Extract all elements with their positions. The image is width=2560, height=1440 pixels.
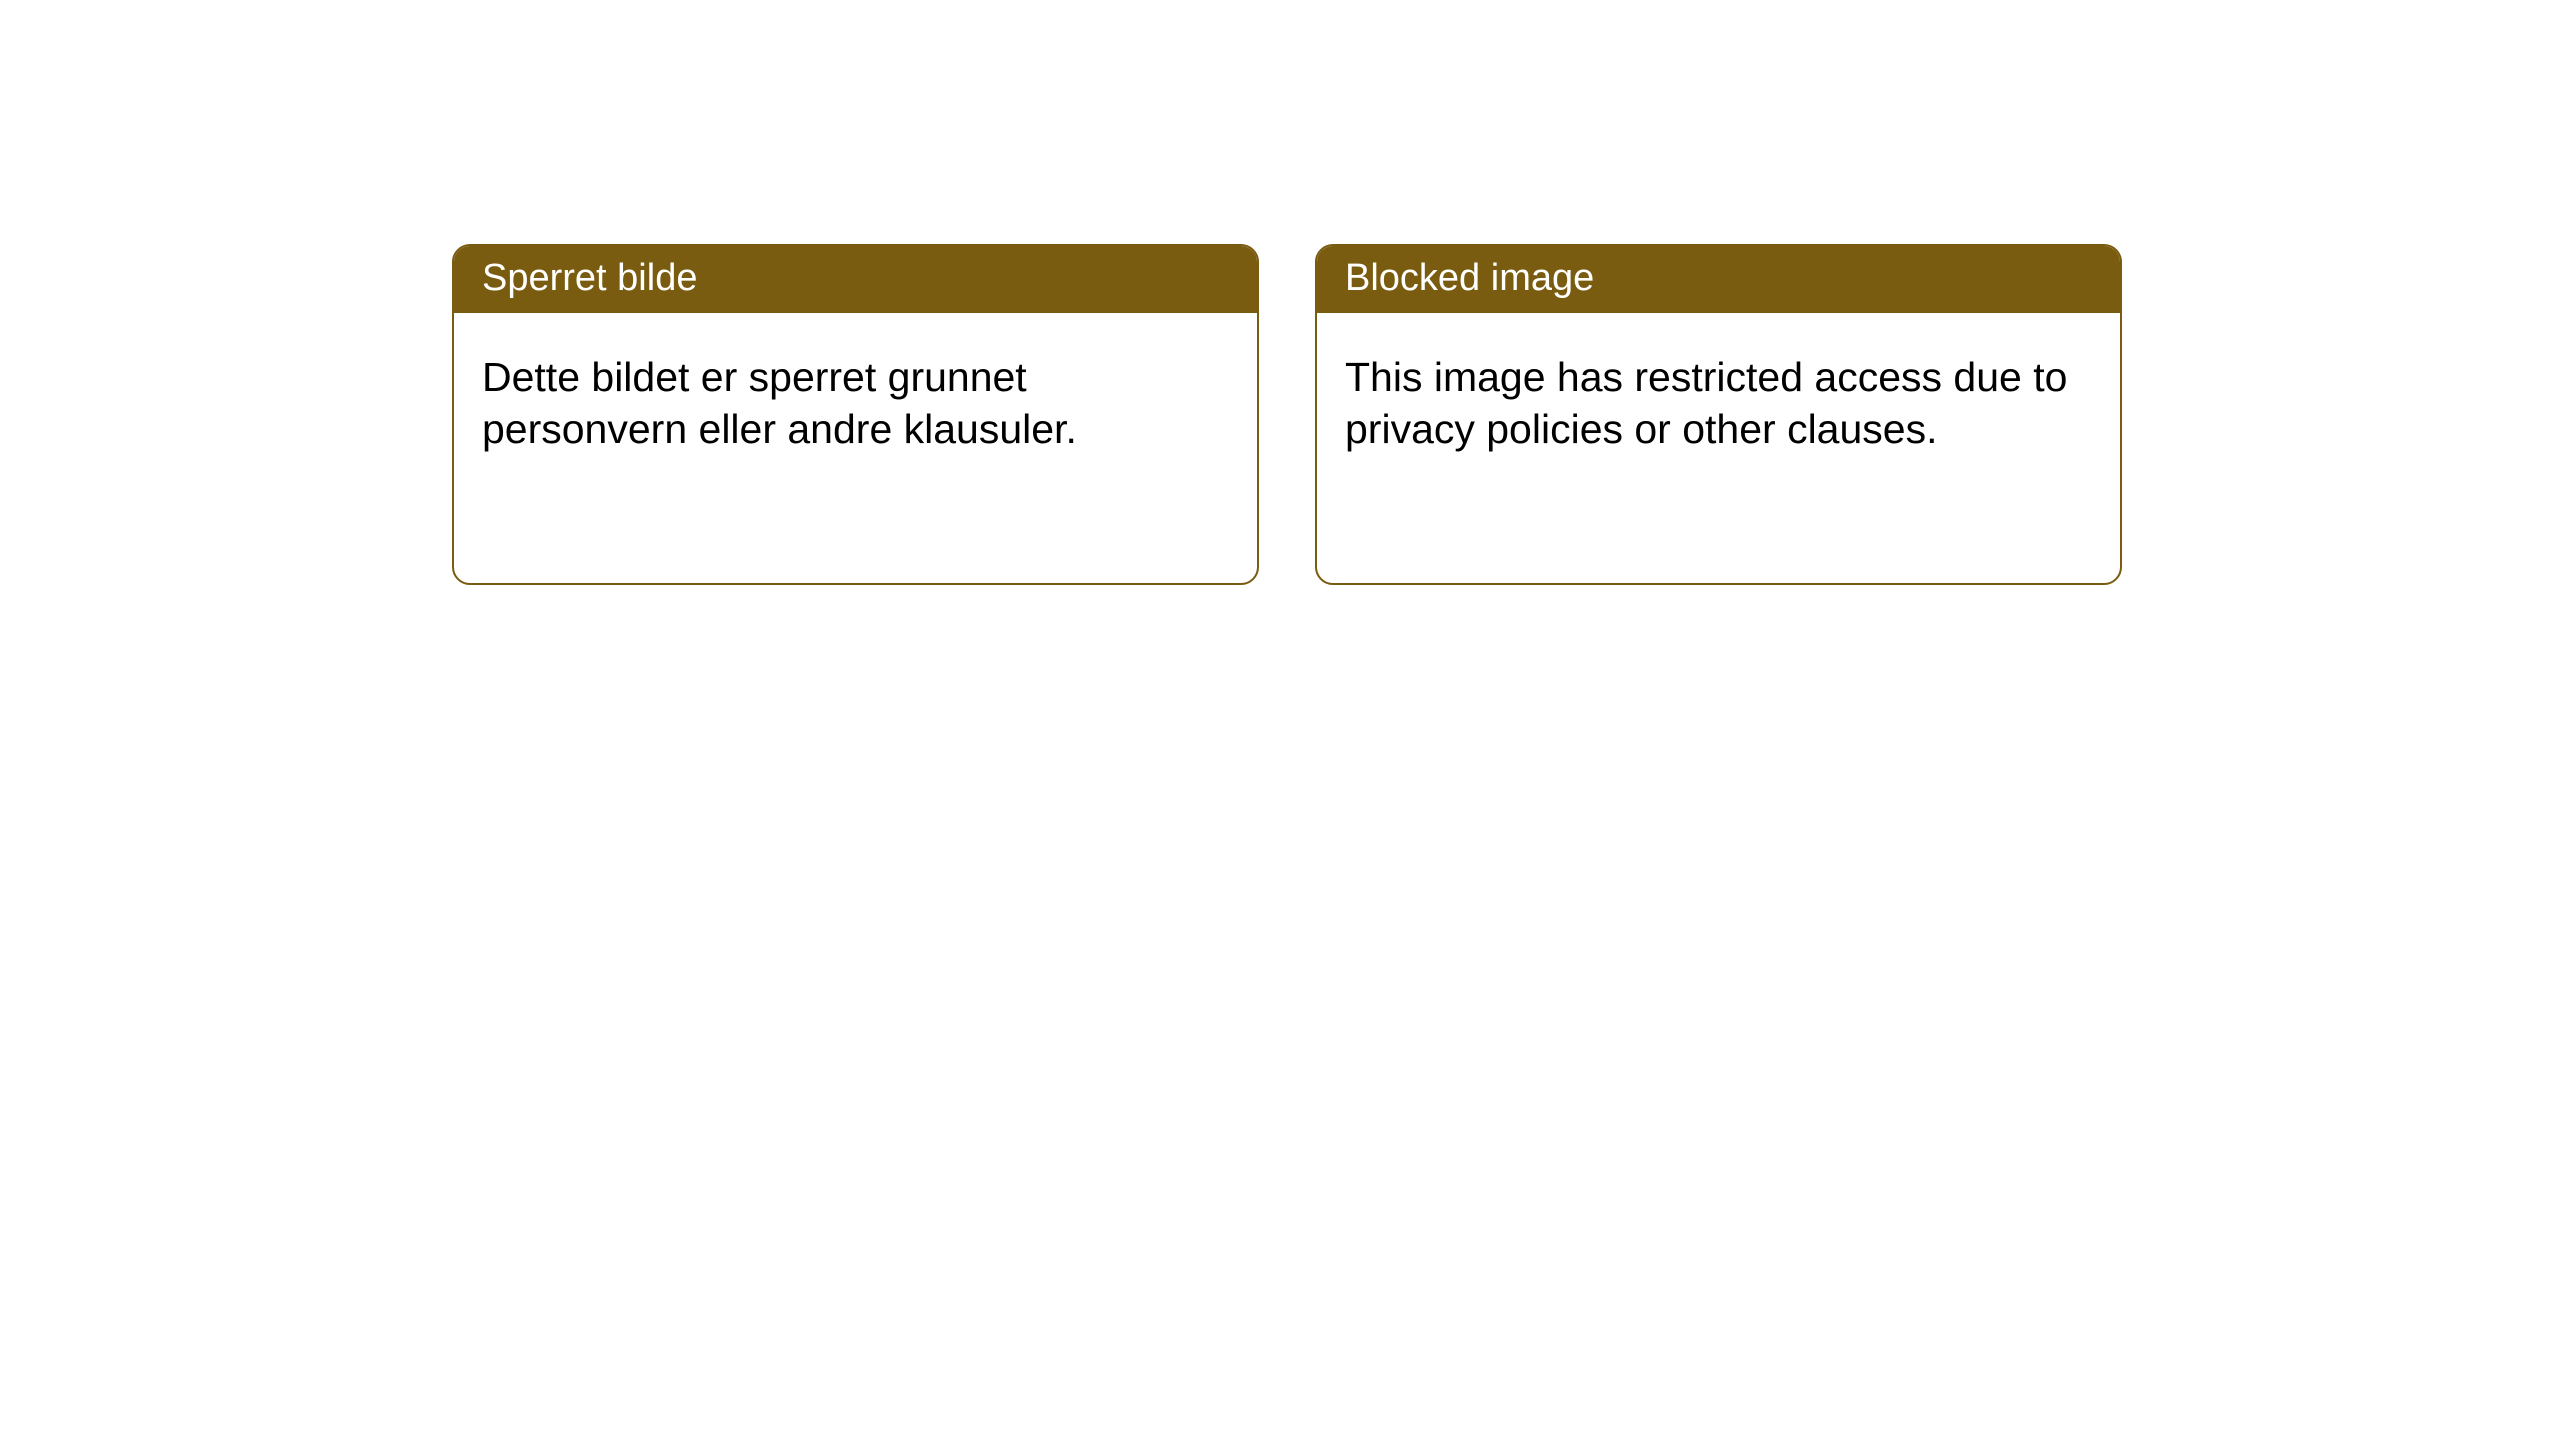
card-body: This image has restricted access due to … bbox=[1317, 313, 2120, 583]
card-body: Dette bildet er sperret grunnet personve… bbox=[454, 313, 1257, 583]
notice-cards-container: Sperret bilde Dette bildet er sperret gr… bbox=[0, 0, 2560, 585]
card-header: Blocked image bbox=[1317, 246, 2120, 313]
notice-card-norwegian: Sperret bilde Dette bildet er sperret gr… bbox=[452, 244, 1259, 585]
card-header: Sperret bilde bbox=[454, 246, 1257, 313]
notice-card-english: Blocked image This image has restricted … bbox=[1315, 244, 2122, 585]
